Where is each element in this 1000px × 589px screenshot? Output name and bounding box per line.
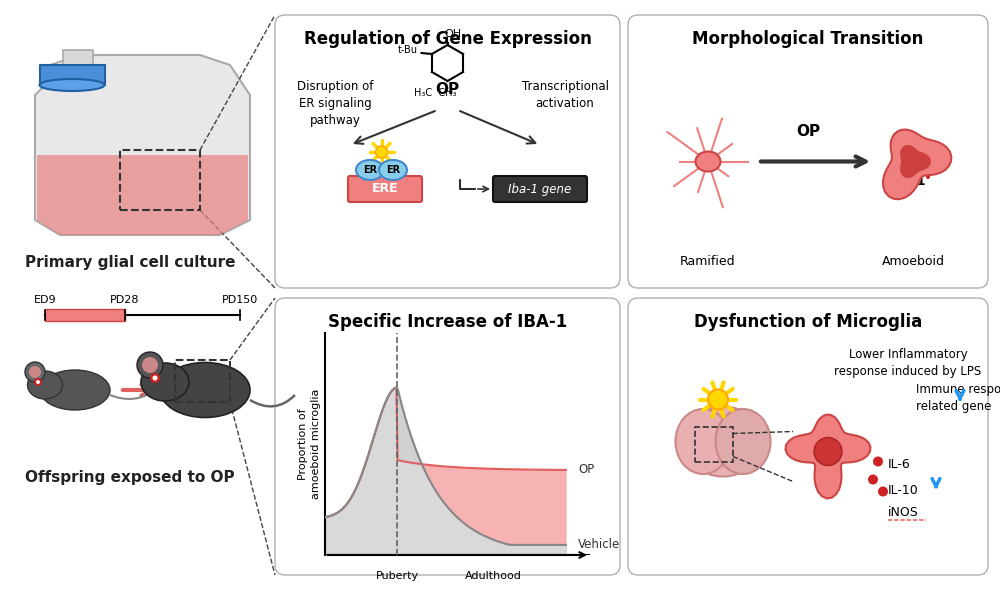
Ellipse shape [40,370,110,410]
Text: OP: OP [435,82,460,98]
Text: OP: OP [578,464,594,477]
Ellipse shape [141,363,189,401]
Circle shape [708,389,728,409]
Text: IL-6: IL-6 [888,458,911,472]
Text: Morphological Transition: Morphological Transition [692,30,924,48]
FancyBboxPatch shape [493,176,587,202]
Text: Vehicle: Vehicle [578,538,620,551]
Circle shape [29,366,41,378]
FancyBboxPatch shape [348,176,422,202]
Bar [175,360,230,402]
Text: Immune response
related gene: Immune response related gene [916,383,1000,413]
Text: Ramified: Ramified [680,255,736,268]
Text: ED9: ED9 [34,295,56,305]
FancyBboxPatch shape [628,15,988,288]
FancyBboxPatch shape [628,298,988,575]
Circle shape [25,362,45,382]
Ellipse shape [696,151,720,171]
FancyBboxPatch shape [275,298,620,575]
Text: Regulation of Gene Expression: Regulation of Gene Expression [304,30,591,48]
Text: iNOS: iNOS [888,507,919,519]
Circle shape [150,373,160,383]
Ellipse shape [379,160,407,180]
Text: ER: ER [386,165,400,175]
Text: IL-10: IL-10 [888,484,919,497]
Bar [63,50,93,68]
Text: Puberty: Puberty [376,571,419,581]
Text: ER: ER [363,165,377,175]
Bar [695,426,733,462]
Text: Specific Increase of IBA-1: Specific Increase of IBA-1 [328,313,567,331]
Text: Amoeboid: Amoeboid [882,255,944,268]
FancyBboxPatch shape [275,15,620,288]
Ellipse shape [683,406,763,477]
Text: OP: OP [796,124,820,140]
Text: H₃C  CH₃: H₃C CH₃ [414,88,457,98]
Ellipse shape [40,79,104,91]
Polygon shape [35,55,250,235]
Circle shape [137,352,163,378]
Circle shape [36,380,40,384]
Text: Adulthood: Adulthood [465,571,522,581]
Text: OH: OH [444,29,461,39]
Text: PD150: PD150 [222,295,258,305]
Text: Primary glial cell culture: Primary glial cell culture [25,255,235,270]
Bar [45,309,125,321]
Text: Lower Inflammatory
response induced by LPS: Lower Inflammatory response induced by L… [834,348,982,378]
Circle shape [34,378,42,386]
Text: IBA-1: IBA-1 [889,175,927,188]
Text: ERE: ERE [372,183,398,196]
Bar [120,150,200,210]
Circle shape [873,456,883,466]
Text: t-Bu: t-Bu [398,45,418,55]
Bar [40,65,105,85]
Text: Disruption of
ER signaling
pathway: Disruption of ER signaling pathway [297,80,373,127]
Polygon shape [883,130,951,199]
Polygon shape [900,145,931,178]
Ellipse shape [716,409,770,474]
Circle shape [868,475,878,485]
Ellipse shape [676,409,730,474]
Polygon shape [37,155,248,235]
Polygon shape [814,438,842,465]
Text: PD28: PD28 [110,295,140,305]
Ellipse shape [160,362,250,418]
Circle shape [376,146,388,158]
Y-axis label: Proportion of
amoeboid microglia: Proportion of amoeboid microglia [298,389,321,499]
Ellipse shape [356,160,384,180]
Ellipse shape [28,371,62,399]
Text: Iba-1 gene: Iba-1 gene [508,183,572,196]
Text: Offspring exposed to OP: Offspring exposed to OP [25,470,235,485]
Text: Dysfunction of Microglia: Dysfunction of Microglia [694,313,922,331]
Circle shape [152,376,158,380]
Polygon shape [785,415,870,498]
Circle shape [878,487,888,497]
Text: Transcriptional
activation: Transcriptional activation [522,80,608,110]
Circle shape [142,357,158,373]
